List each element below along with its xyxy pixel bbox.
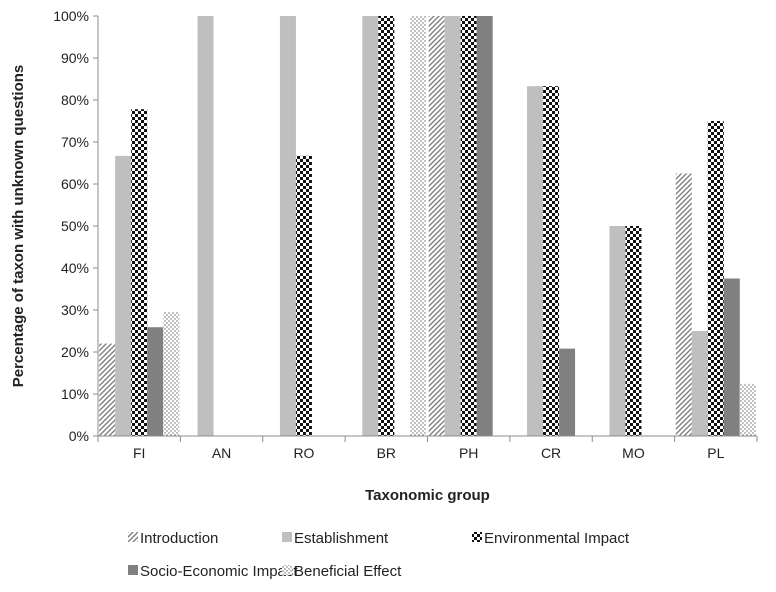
y-tick-label: 100% — [53, 8, 89, 24]
y-tick-label: 20% — [61, 344, 89, 360]
y-tick-label: 80% — [61, 92, 89, 108]
legend-swatch — [282, 532, 292, 542]
plot-area — [99, 16, 756, 437]
x-tick-label: RO — [293, 445, 314, 461]
y-tick-label: 90% — [61, 50, 89, 66]
bar-establishment-fi — [115, 155, 132, 437]
legend-label: Establishment — [294, 530, 389, 547]
y-tick-label: 60% — [61, 176, 89, 192]
y-tick-label: 0% — [69, 428, 89, 444]
bar-socio-economic-impact-ph — [476, 16, 493, 436]
bar-environmental-impact-ro — [295, 155, 312, 437]
y-tick-label: 30% — [61, 302, 89, 318]
legend-item-environmental-impact: Environmental Impact — [472, 530, 630, 547]
legend-swatch — [282, 565, 292, 575]
legend-item-beneficial-effect: Beneficial Effect — [282, 563, 402, 580]
bar-environmental-impact-ph — [460, 16, 477, 436]
legend-label: Beneficial Effect — [294, 563, 402, 580]
bar-environmental-impact-fi — [131, 109, 148, 437]
legend: Introduction Establishment Environmental I… — [128, 530, 630, 580]
y-axis-title: Percentage of taxon with unknown questio… — [10, 65, 27, 388]
bar-introduction-pl — [675, 173, 692, 436]
bar-establishment-mo — [609, 226, 626, 436]
legend-label: Environmental Impact — [484, 530, 630, 547]
x-tick-label: MO — [622, 445, 645, 461]
bar-establishment-ro — [279, 16, 296, 436]
bar-establishment-pl — [691, 331, 708, 436]
bar-introduction-fi — [99, 343, 116, 436]
y-tick-label: 70% — [61, 134, 89, 150]
y-tick-label: 50% — [61, 218, 89, 234]
bar-socio-economic-impact-cr — [559, 348, 576, 436]
legend-swatch — [128, 532, 138, 542]
bar-establishment-br — [362, 16, 379, 436]
x-tick-label: AN — [212, 445, 231, 461]
y-tick-label: 40% — [61, 260, 89, 276]
legend-label: Socio-Economic Impact — [140, 563, 298, 580]
x-tick-label: FI — [133, 445, 145, 461]
legend-label: Introduction — [140, 530, 218, 547]
legend-item-establishment: Establishment — [282, 530, 389, 547]
bar-socio-economic-impact-fi — [147, 327, 164, 436]
x-tick-label: BR — [377, 445, 396, 461]
bar-establishment-cr — [527, 86, 544, 436]
x-tick-label: CR — [541, 445, 561, 461]
bar-establishment-ph — [444, 16, 461, 436]
bar-socio-economic-impact-pl — [723, 278, 740, 436]
bar-establishment-an — [197, 16, 214, 436]
bar-environmental-impact-br — [378, 16, 395, 436]
bar-beneficial-effect-pl — [739, 383, 756, 436]
x-tick-label: PL — [707, 445, 724, 461]
bar-environmental-impact-mo — [625, 226, 642, 436]
bar-beneficial-effect-br — [410, 16, 427, 436]
x-tick-label: PH — [459, 445, 478, 461]
y-tick-label: 10% — [61, 386, 89, 402]
legend-item-introduction: Introduction — [128, 530, 218, 547]
bar-environmental-impact-pl — [707, 121, 724, 436]
axes: 0% 10% 20% 30% 40% 50% 60% 70% 80% 90% 100% FI AN RO B… — [10, 8, 758, 504]
bar-introduction-ph — [428, 16, 445, 436]
x-axis-title: Taxonomic group — [365, 487, 490, 504]
legend-item-socio-economic-impact: Socio-Economic Impact — [128, 563, 298, 580]
bar-environmental-impact-cr — [543, 86, 560, 436]
legend-swatch — [128, 565, 138, 575]
legend-swatch — [472, 532, 482, 542]
bar-beneficial-effect-fi — [163, 311, 180, 436]
